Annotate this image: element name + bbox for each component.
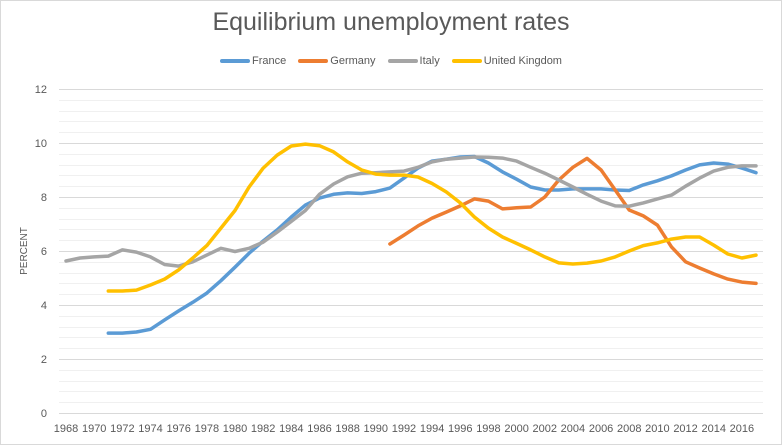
x-tick-label: 1998 bbox=[476, 423, 500, 435]
y-tick-label: 10 bbox=[35, 138, 47, 150]
x-tick-label: 2008 bbox=[617, 423, 641, 435]
legend-label-italy: Italy bbox=[419, 55, 440, 67]
legend-item-united-kingdom[interactable]: United Kingdom bbox=[451, 55, 562, 67]
legend-item-italy[interactable]: Italy bbox=[387, 55, 440, 67]
series-line-italy[interactable] bbox=[64, 155, 758, 268]
legend-swatch-united-kingdom bbox=[451, 59, 482, 63]
chart-title: Equilibrium unemployment rates bbox=[212, 8, 570, 36]
legend-item-france[interactable]: France bbox=[220, 55, 286, 67]
x-tick-label: 2004 bbox=[561, 423, 585, 435]
x-axis-ticks: 1968 1970 1972 1974 1976 1978 1980 1982 1984 1986… bbox=[54, 423, 754, 435]
y-tick-label: 0 bbox=[41, 408, 47, 420]
x-tick-label: 1972 bbox=[110, 423, 134, 435]
x-tick-label: 1992 bbox=[392, 423, 416, 435]
x-tick-label: 2002 bbox=[533, 423, 557, 435]
series-line-germany[interactable] bbox=[388, 156, 758, 286]
y-tick-label: 6 bbox=[41, 246, 47, 258]
legend-swatch-france bbox=[220, 59, 251, 63]
x-tick-label: 2006 bbox=[589, 423, 613, 435]
x-tick-label: 2014 bbox=[701, 423, 725, 435]
x-tick-label: 1986 bbox=[307, 423, 331, 435]
legend: France Germany Italy United Kingdom bbox=[0, 55, 782, 67]
legend-label-united-kingdom: United Kingdom bbox=[483, 55, 562, 67]
x-tick-label: 2000 bbox=[504, 423, 528, 435]
x-tick-label: 2012 bbox=[673, 423, 697, 435]
x-tick-label: 1990 bbox=[364, 423, 388, 435]
legend-swatch-italy bbox=[387, 59, 418, 63]
x-tick-label: 1974 bbox=[138, 423, 162, 435]
x-tick-label: 1968 bbox=[54, 423, 78, 435]
y-axis-title: PERCENT bbox=[19, 227, 30, 275]
x-tick-label: 1980 bbox=[223, 423, 247, 435]
x-tick-label: 1978 bbox=[195, 423, 219, 435]
legend-label-germany: Germany bbox=[330, 55, 376, 67]
x-tick-label: 1982 bbox=[251, 423, 275, 435]
y-tick-label: 12 bbox=[35, 84, 47, 96]
y-tick-label: 4 bbox=[41, 300, 47, 312]
x-tick-label: 1994 bbox=[420, 423, 444, 435]
x-tick-label: 2016 bbox=[730, 423, 754, 435]
legend-swatch-germany bbox=[298, 59, 329, 63]
legend-item-germany[interactable]: Germany bbox=[298, 55, 376, 67]
x-tick-label: 2010 bbox=[645, 423, 669, 435]
y-tick-label: 8 bbox=[41, 192, 47, 204]
x-tick-label: 1996 bbox=[448, 423, 472, 435]
legend-label-france: France bbox=[252, 55, 287, 67]
x-tick-label: 1976 bbox=[166, 423, 190, 435]
x-tick-label: 1970 bbox=[82, 423, 106, 435]
y-tick-label: 2 bbox=[41, 354, 47, 366]
gridlines bbox=[59, 89, 763, 414]
x-tick-label: 1984 bbox=[279, 423, 303, 435]
y-axis-ticks: 0 2 4 6 8 10 12 bbox=[35, 84, 47, 420]
series-line-united-kingdom[interactable] bbox=[106, 142, 758, 293]
x-tick-label: 1988 bbox=[335, 423, 359, 435]
series-lines bbox=[64, 142, 758, 335]
